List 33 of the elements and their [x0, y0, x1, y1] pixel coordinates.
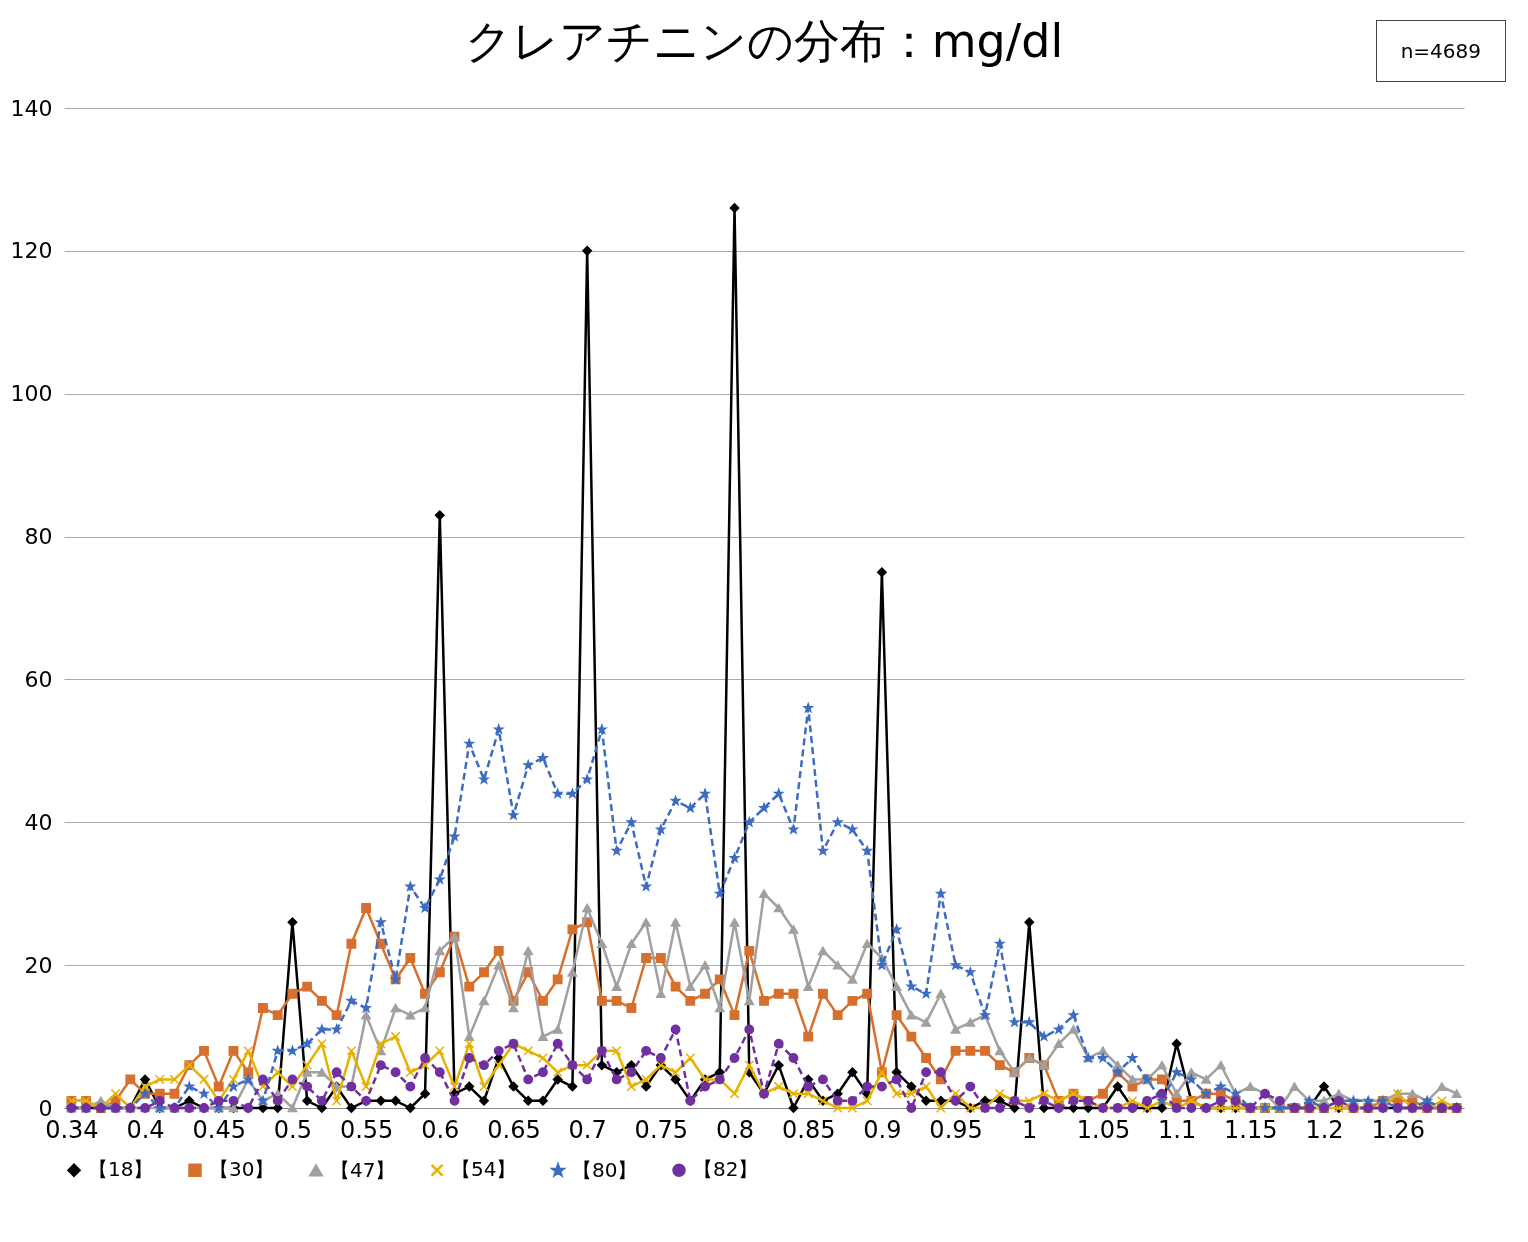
x-tick-label: 0.85: [781, 1115, 836, 1144]
chart-title: クレアチニンの分布：mg/dl: [464, 14, 1064, 68]
x-tick-label: 0.65: [487, 1115, 541, 1144]
x-tick-label: 1.1: [1158, 1115, 1197, 1144]
note-box: n=4689: [1375, 20, 1506, 82]
x-tick-label: 0.6: [421, 1115, 460, 1144]
y-tick-label: 20: [24, 952, 53, 978]
legend-label: 【54】: [451, 1157, 517, 1182]
x-tick-label: 0.55: [339, 1115, 394, 1144]
y-tick-label: 100: [10, 381, 53, 407]
x-tick-label: 0.5: [273, 1115, 313, 1144]
x-tick-label: 0.7: [568, 1115, 607, 1144]
x-tick-label: 1.15: [1224, 1115, 1278, 1144]
x-tick-label: 1.05: [1076, 1115, 1131, 1144]
legend-label: 【47】: [330, 1157, 396, 1182]
x-tick-label: 0.9: [863, 1115, 902, 1144]
x-tick-label: 1: [1022, 1115, 1038, 1144]
x-tick-label: 0.75: [634, 1115, 689, 1144]
x-tick-label: 1.26: [1371, 1115, 1425, 1144]
x-tick-label: 0.4: [126, 1115, 165, 1144]
legend-label: 【30】: [209, 1157, 275, 1182]
y-tick-label: 60: [24, 666, 53, 692]
legend-label: 【18】: [88, 1157, 154, 1182]
x-tick-label: 0.8: [715, 1115, 755, 1144]
y-tick-label: 80: [24, 524, 53, 550]
x-tick-label: 1.2: [1305, 1115, 1344, 1144]
x-tick-label: 0.95: [929, 1115, 983, 1144]
y-tick-label: 140: [10, 95, 53, 121]
legend-label: 【82】: [693, 1157, 759, 1182]
legend-label: 【80】: [572, 1157, 638, 1182]
y-tick-label: 120: [10, 238, 53, 264]
x-tick-label: 0.45: [192, 1115, 246, 1144]
y-tick-label: 40: [24, 809, 53, 835]
